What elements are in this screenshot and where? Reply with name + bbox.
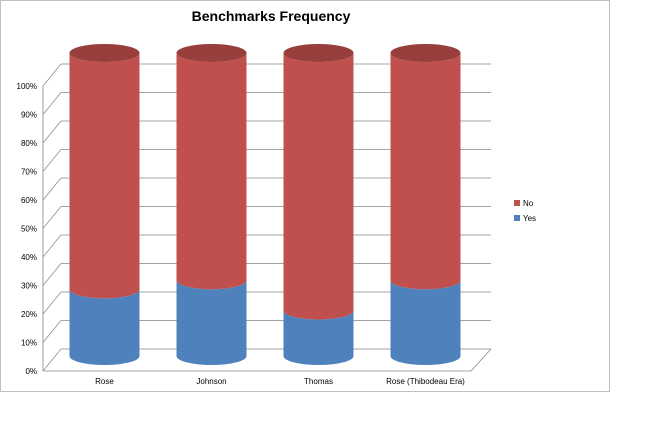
y-tick-label: 10%	[21, 339, 37, 348]
y-tick-label: 70%	[21, 168, 37, 177]
x-tick-label: Rose	[95, 377, 114, 386]
bar-cylinder	[176, 44, 247, 366]
chart-canvas: Benchmarks Frequency 0% 10% 20% 30% 40% 50% 60…	[17, 8, 537, 386]
y-tick-label: 40%	[21, 253, 37, 262]
chart-title: Benchmarks Frequency	[192, 8, 351, 24]
plot-area	[69, 44, 461, 366]
y-tick-label: 20%	[21, 310, 37, 319]
gridline-side	[42, 177, 62, 201]
legend: No Yes	[514, 199, 536, 223]
gridline-side	[42, 63, 62, 87]
gridline-side	[42, 206, 62, 229]
bar-segment-yes	[176, 280, 247, 366]
y-tick-label: 30%	[21, 282, 37, 291]
x-tick-label: Thomas	[304, 377, 333, 386]
bar-segment-yes	[390, 280, 461, 366]
y-tick-label: 0%	[25, 367, 37, 376]
gridline-side	[42, 120, 62, 144]
legend-label: Yes	[523, 214, 536, 223]
chart-area: Benchmarks Frequency 0% 10% 20% 30% 40% 50% 60…	[0, 0, 610, 392]
bar-cylinder	[283, 44, 354, 366]
floor-right-edge	[470, 348, 492, 372]
y-tick-label: 60%	[21, 196, 37, 205]
y-tick-label: 90%	[21, 111, 37, 120]
gridline-side	[42, 291, 62, 315]
bar-top-cap	[69, 44, 140, 62]
legend-swatch	[514, 200, 520, 206]
legend-label: No	[523, 199, 534, 208]
bar-top-cap	[390, 44, 461, 62]
bar-cylinder	[390, 44, 461, 366]
gridline-side	[42, 263, 62, 286]
x-tick-label: Johnson	[196, 377, 226, 386]
bar-cylinder	[69, 44, 140, 366]
bar-top-cap	[176, 44, 247, 62]
bar-segment-no	[69, 53, 140, 299]
y-tick-label: 50%	[21, 225, 37, 234]
gridline-side	[42, 92, 62, 115]
gridline-side	[42, 234, 62, 258]
bar-top-cap	[283, 44, 354, 62]
axes: 0% 10% 20% 30% 40% 50% 60% 70% 80% 90% 100% Rose Joh…	[17, 82, 492, 386]
bar-segment-yes	[69, 289, 140, 366]
bar-segment-no	[176, 53, 247, 290]
bar-segment-no	[283, 53, 354, 320]
y-tick-label: 100%	[17, 82, 37, 91]
bar-segment-yes	[283, 310, 354, 366]
gridline-side	[42, 348, 62, 372]
gridline-side	[42, 320, 62, 343]
y-tick-label: 80%	[21, 139, 37, 148]
x-tick-label: Rose (Thibodeau Era)	[386, 377, 465, 386]
legend-swatch	[514, 215, 520, 221]
bar-segment-no	[390, 53, 461, 290]
gridline-side	[42, 149, 62, 172]
